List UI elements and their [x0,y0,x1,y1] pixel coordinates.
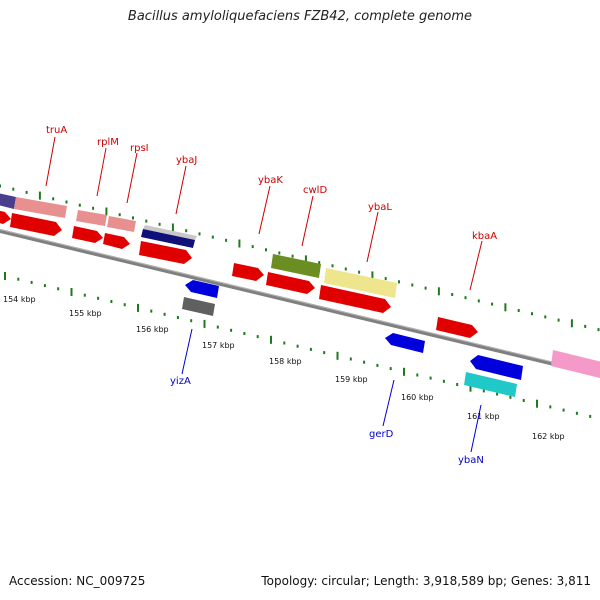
gene-arrow[interactable] [385,333,425,353]
gene-arrow[interactable] [436,317,478,338]
gene-label-rplM[interactable]: rplM [97,137,119,148]
forward-gene-labels: truA rplM rpsI ybaJ ybaK cwlD ybaL kbaA [45,125,497,291]
leader-line [366,211,379,263]
scale-label-161: 161 kbp [467,412,500,421]
gene-arrow[interactable] [0,210,11,224]
accession-text: Accession: NC_009725 [9,574,146,588]
gene-arrow[interactable] [103,233,130,249]
feature-box[interactable] [143,225,197,240]
leader-line [96,147,107,197]
forward-gene-arrows [0,210,478,338]
leader-line [382,379,395,427]
scale-label-155: 155 kbp [69,309,102,318]
feature-box[interactable] [76,210,107,226]
scale-label-162: 162 kbp [532,432,565,441]
scale-label-160: 160 kbp [401,393,434,402]
reverse-gene-labels: yizA gerD ybaN [170,328,484,466]
gene-arrow[interactable] [185,280,219,298]
gene-arrow[interactable] [319,285,391,313]
gene-label-rpsI[interactable]: rpsI [130,143,149,154]
feature-box[interactable] [107,216,136,232]
feature-track-upper [0,193,600,378]
gene-arrow[interactable] [72,226,103,243]
gene-arrow[interactable] [139,241,192,264]
leader-line [258,185,271,235]
map-title: Bacillus amyloliquefaciens FZB42, comple… [127,9,473,24]
feature-box[interactable] [14,197,67,218]
scale-label-158: 158 kbp [269,357,302,366]
scale-label-157: 157 kbp [202,341,235,350]
leader-line [470,404,482,453]
genome-stats-text: Topology: circular; Length: 3,918,589 bp… [261,574,591,588]
leader-line [126,152,138,204]
genome-backbone-highlight [0,229,600,374]
scale-label-156: 156 kbp [136,325,169,334]
gene-label-truA[interactable]: truA [46,125,67,136]
feature-box[interactable] [551,350,600,378]
gene-label-ybaJ[interactable]: ybaJ [176,155,197,166]
leader-line [301,195,314,247]
gene-arrow[interactable] [182,297,215,316]
reverse-scale-ticks [4,272,592,418]
feature-box[interactable] [141,229,195,248]
reverse-gene-arrows [182,280,523,397]
leader-line [45,136,56,187]
feature-box[interactable] [0,193,16,209]
gene-label-ybaK[interactable]: ybaK [258,175,283,186]
scale-label-154: 154 kbp [3,295,36,304]
gene-arrow[interactable] [232,263,264,281]
genome-backbone [0,229,600,377]
leader-line [181,328,193,375]
gene-arrow[interactable] [10,213,62,236]
feature-box[interactable] [271,254,321,278]
scale-label-159: 159 kbp [335,375,368,384]
gene-label-kbaA[interactable]: kbaA [472,231,497,242]
gene-arrow[interactable] [470,355,523,380]
leader-line [175,165,187,215]
gene-label-ybaL[interactable]: ybaL [368,202,392,213]
gene-label-cwlD[interactable]: cwlD [303,185,327,196]
gene-label-gerD[interactable]: gerD [369,429,394,440]
gene-label-yizA[interactable]: yizA [170,376,191,387]
gene-label-ybaN[interactable]: ybaN [458,455,484,466]
feature-box[interactable] [324,268,397,298]
leader-line [469,240,483,291]
gene-arrow[interactable] [266,272,315,294]
gene-arrow[interactable] [464,372,517,397]
